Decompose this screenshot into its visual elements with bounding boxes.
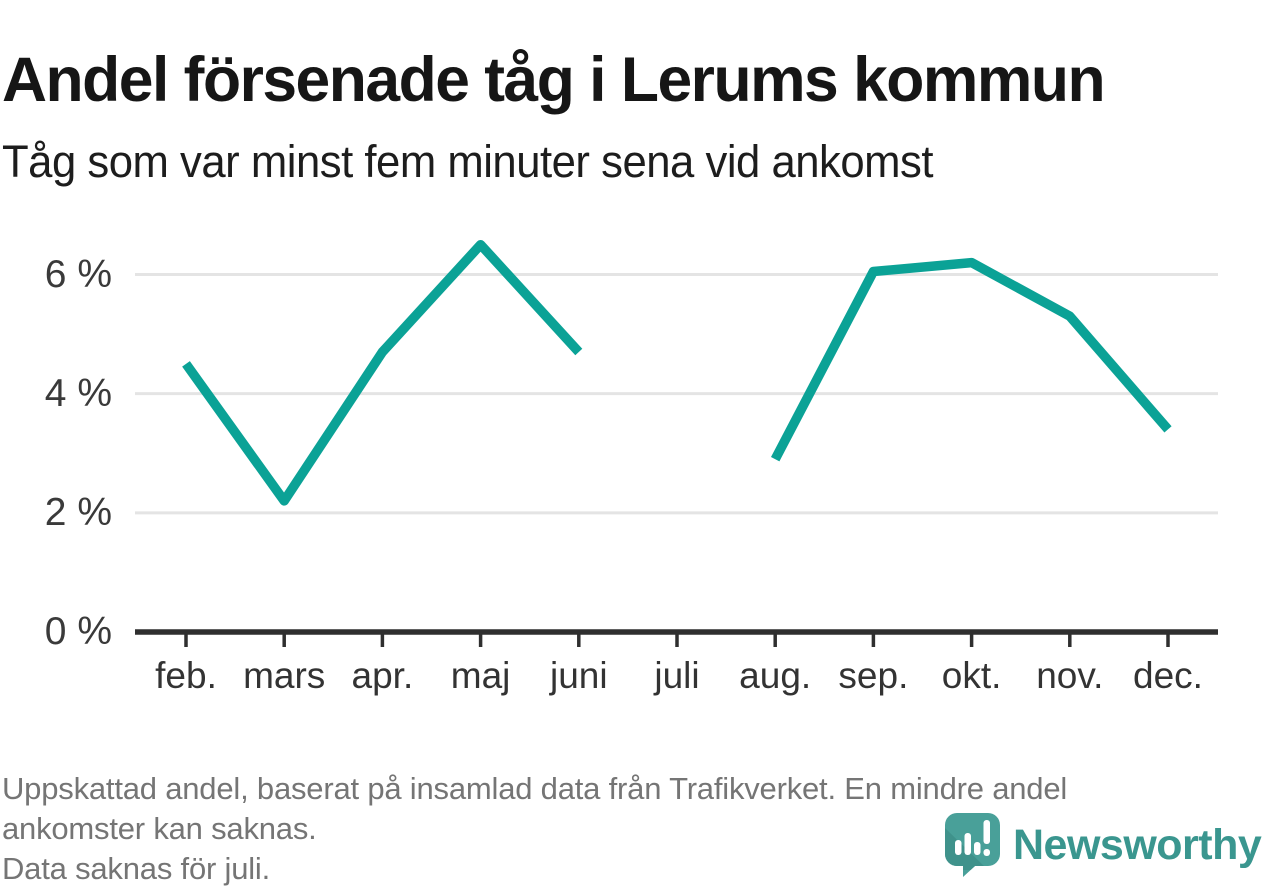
y-axis-label: 0 % — [44, 610, 112, 653]
bar-chart-icon — [955, 820, 990, 856]
source-note-line: ankomster kan saknas. — [2, 811, 317, 846]
x-axis-label: okt. — [941, 655, 1002, 696]
y-axis-label: 4 % — [44, 371, 112, 415]
x-axis-label: feb. — [155, 655, 217, 696]
x-axis-label: apr. — [351, 655, 414, 696]
source-note-line: Uppskattad andel, baserat på insamlad da… — [2, 771, 1068, 806]
source-note: Uppskattad andel, baserat på insamlad da… — [2, 769, 1252, 889]
x-axis-label: aug. — [739, 655, 812, 696]
y-axis-label: 6 % — [44, 252, 112, 296]
x-axis-label: nov. — [1036, 655, 1104, 696]
x-axis-label: mars — [243, 655, 326, 696]
newsworthy-badge-icon — [945, 813, 1000, 877]
newsworthy-logo: Newsworthy — [944, 812, 1262, 878]
x-axis-label: sep. — [838, 655, 909, 696]
y-axis-label: 2 % — [44, 490, 112, 534]
x-axis-label: juli — [654, 655, 700, 696]
chart-subtitle: Tåg som var minst fem minuter sena vid a… — [2, 136, 934, 188]
chart-title: Andel försenade tåg i Lerums kommun — [2, 45, 1106, 116]
x-axis-label: maj — [450, 655, 511, 696]
newsworthy-logo-text: Newsworthy — [1013, 820, 1262, 869]
delay-line-series — [182, 239, 583, 506]
x-axis-label: dec. — [1133, 655, 1203, 696]
x-axis-label: juni — [549, 655, 608, 696]
delay-line-series — [770, 257, 1172, 462]
